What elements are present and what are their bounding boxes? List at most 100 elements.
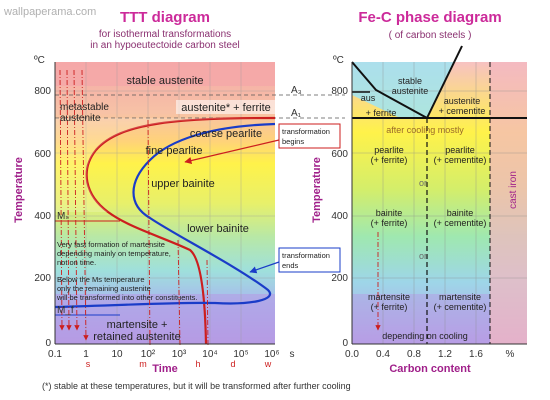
region-austenite-ferrite: austenite* + ferrite — [181, 102, 271, 114]
fec-x-tick: 1.6 — [469, 349, 483, 360]
fec-y-tick: 200 — [331, 273, 348, 284]
fec-bainite-r2: (+ cementite) — [434, 218, 487, 228]
ttt-diagram: TTT diagram for isothermal transformatio… — [13, 9, 345, 375]
region-martensite-1: martensite + — [107, 319, 168, 331]
acm-boundary — [426, 45, 463, 119]
fec-or-2: or — [419, 251, 427, 261]
callout-ends: transformation ends — [249, 247, 341, 274]
ttt-x-tick: 10² — [141, 349, 156, 360]
fec-after-cooling: after cooling mostly — [386, 125, 464, 135]
a3-boundary — [351, 61, 428, 119]
ttt-y-tick: 600 — [34, 149, 51, 160]
mf-label: M_f — [57, 305, 74, 316]
cast-iron-band — [490, 62, 527, 344]
ttt-y-label: Temperature — [13, 157, 25, 223]
callout-ends-arrow — [249, 261, 280, 274]
fec-plus-ferrite: + ferrite — [366, 108, 397, 118]
fec-bainite-r1: bainite — [447, 208, 474, 218]
ttt-y-tick: 0 — [45, 338, 51, 349]
region-metastable-1: metastable — [60, 102, 109, 113]
note-ms-3: will be transformed into other constitue… — [56, 293, 198, 302]
note-fast-2: depending mainly on temperature, — [57, 249, 171, 258]
ttt-cooling-paths — [59, 69, 209, 346]
ttt-y-unit: ºC — [34, 55, 45, 66]
region-fine-pearlite: fine pearlite — [146, 145, 203, 157]
note-ms-1: Below the Ms temperature — [57, 275, 145, 284]
time-mark-seconds: s — [86, 359, 91, 369]
fec-martensite-r2: (+ cementite) — [434, 302, 487, 312]
ttt-region-labels: stable austenite metastable austenite au… — [60, 75, 276, 343]
fec-x-tick: 1.2 — [438, 349, 452, 360]
fec-depending: depending on cooling — [382, 331, 468, 341]
fec-diagram: Fe-C phase diagram ( of carbon steels ) — [311, 9, 527, 375]
callout-begins-line-1: transformation — [282, 127, 330, 136]
callout-begins-arrow — [184, 139, 280, 165]
ttt-notes: Very fast formation of martensite depend… — [56, 240, 198, 302]
fec-y-tick: 0 — [342, 338, 348, 349]
ttt-y-tick: 400 — [34, 211, 51, 222]
callout-begins: transformation begins — [184, 123, 341, 165]
fec-x-tick: 0.0 — [345, 349, 359, 360]
fec-subtitle: ( of carbon steels ) — [389, 30, 472, 41]
callout-begins-line-2: begins — [282, 137, 304, 146]
fec-x-unit: % — [506, 349, 515, 360]
fec-pearlite-r1: pearlite — [445, 145, 475, 155]
fec-y-tick: 600 — [331, 149, 348, 160]
ttt-x-ticks: 0.1 1 10 10² 10³ 10⁴ 10⁵ 10⁶ s — [48, 349, 294, 360]
ttt-x-tick: 10⁴ — [202, 349, 217, 360]
fec-y-tick: 800 — [331, 86, 348, 97]
footnote: (*) stable at these temperatures, but it… — [42, 381, 351, 391]
fec-y-unit: ºC — [333, 55, 344, 66]
ttt-y-tick: 200 — [34, 273, 51, 284]
callout-begins-box — [278, 123, 341, 149]
fec-aus-small: aus — [361, 93, 376, 103]
fec-or-1: or — [419, 178, 427, 188]
fec-martensite-l1: martensite — [368, 292, 410, 302]
fec-stable-2: austenite — [392, 86, 429, 96]
ttt-x-tick: 10⁶ — [264, 349, 279, 360]
watermark-text: wallpaperama.com — [4, 6, 97, 18]
ttt-stable-band — [55, 62, 275, 86]
fec-martensite-band — [352, 294, 490, 344]
ttt-x-unit: s — [290, 349, 295, 360]
fec-aus-cem-2: + cementite — [439, 106, 486, 116]
note-fast-1: Very fast formation of martensite — [57, 240, 165, 249]
transformation-begins-curve — [85, 116, 275, 344]
region-stable-austenite: stable austenite — [126, 75, 203, 87]
transformation-ends-curve — [55, 122, 275, 309]
ttt-title: TTT diagram — [120, 9, 210, 26]
fec-y-ticks: 800 600 400 200 0 — [331, 86, 348, 349]
time-mark-weeks: w — [264, 359, 272, 369]
fec-pearlite-l1: pearlite — [374, 145, 404, 155]
ttt-x-tick: 10⁵ — [233, 349, 248, 360]
ttt-subtitle-1: for isothermal transformations — [99, 29, 231, 40]
ttt-time-marks: s m h d w — [86, 359, 272, 369]
ttt-subtitle-2: in an hypoeutectoide carbon steel — [90, 40, 240, 51]
time-mark-minutes: m — [139, 359, 147, 369]
callout-ends-line-2: ends — [282, 261, 299, 270]
fec-x-label: Carbon content — [389, 363, 471, 375]
ttt-x-label: Time — [152, 363, 177, 375]
region-coarse-pearlite: coarse pearlite — [190, 128, 262, 140]
fec-region-labels: stable austenite aus + ferrite austenite… — [361, 76, 487, 341]
time-mark-hours: h — [195, 359, 200, 369]
ms-label: Mₛ — [57, 211, 69, 222]
fec-bainite-l1: bainite — [376, 208, 403, 218]
region-lower-bainite: lower bainite — [187, 223, 249, 235]
fec-y-tick: 400 — [331, 211, 348, 222]
fec-pearlite-l2: (+ ferrite) — [371, 155, 408, 165]
region-metastable-2: austenite — [60, 113, 101, 124]
fec-title: Fe-C phase diagram — [358, 9, 501, 26]
a1-label: A₁ — [291, 108, 302, 119]
fec-martensite-r1: martensite — [439, 292, 481, 302]
region-bg — [176, 100, 276, 114]
ttt-x-tick: 1 — [83, 349, 89, 360]
fec-x-ticks: 0.0 0.4 0.8 1.2 1.6 % — [345, 349, 515, 360]
ttt-x-tick: 10³ — [172, 349, 187, 360]
ttt-curves — [55, 116, 275, 344]
ttt-grid — [55, 62, 275, 344]
fec-x-tick: 0.4 — [376, 349, 390, 360]
fec-bainite-l2: (+ ferrite) — [371, 218, 408, 228]
phase-boundaries — [351, 45, 527, 119]
